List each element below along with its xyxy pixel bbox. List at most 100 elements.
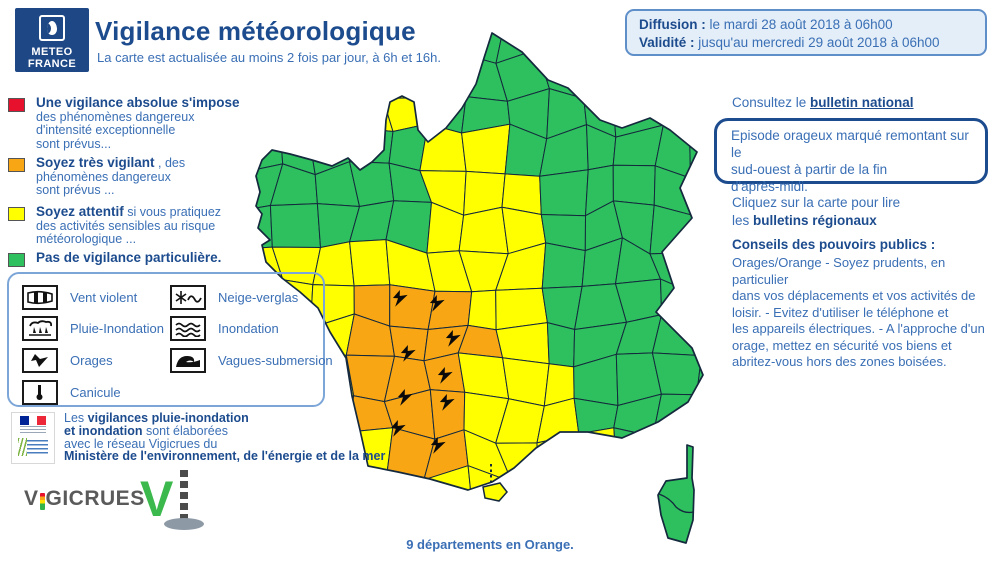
public-advice-body: Orages/Orange - Soyez prudents, en parti… <box>732 255 985 369</box>
department-cell[interactable] <box>539 169 589 217</box>
yellow-level-chip <box>8 207 25 221</box>
marianne-icon <box>18 438 48 456</box>
department-cell[interactable] <box>689 478 736 518</box>
department-cell[interactable] <box>457 352 510 400</box>
department-cell[interactable] <box>613 427 654 480</box>
vigicrues-note: Les vigilances pluie-inondation et inond… <box>64 411 386 464</box>
consult-line: Consultez le bulletin national <box>732 95 914 110</box>
validity-line: Validité : jusqu'au mercredi 29 août 201… <box>639 35 940 50</box>
department-cell[interactable] <box>306 88 351 128</box>
map-caption: 9 départements en Orange. <box>406 537 574 552</box>
gauge-stick-icon <box>180 470 188 520</box>
waves-icon <box>170 316 206 341</box>
department-cell[interactable] <box>574 473 618 510</box>
lightning-icon <box>445 329 461 347</box>
wave-submersion-icon <box>170 348 206 373</box>
france-outline <box>255 32 704 491</box>
department-cell[interactable] <box>505 471 539 519</box>
department-cell[interactable] <box>427 290 473 330</box>
department-cell[interactable] <box>467 289 497 331</box>
department-cell[interactable] <box>689 394 733 442</box>
bulletin-national-link[interactable]: bulletin national <box>810 95 914 110</box>
department-cell[interactable] <box>610 478 661 510</box>
legend-item-vagues-submersion: Vagues-submersion <box>170 348 333 373</box>
department-cell[interactable] <box>686 54 732 96</box>
department-cell[interactable] <box>385 479 437 512</box>
storm-bolt-icons <box>390 289 461 454</box>
legend-level-green: Pas de vigilance particulière. <box>8 251 308 267</box>
rain-flood-icon <box>22 316 58 341</box>
vigicrues-v-logo[interactable]: V <box>140 468 204 534</box>
corsica <box>657 444 695 544</box>
lightning-icon <box>437 366 453 384</box>
department-cell[interactable] <box>687 317 735 359</box>
diffusion-line: Diffusion : le mardi 28 août 2018 à 06h0… <box>639 17 893 32</box>
legend-item-vent-violent: Vent violent <box>22 285 137 310</box>
department-cell[interactable] <box>534 471 580 506</box>
department-cell[interactable] <box>349 126 394 164</box>
department-cell[interactable] <box>268 476 322 516</box>
department-cell[interactable] <box>536 18 584 60</box>
department-cell[interactable] <box>687 282 726 321</box>
legend-item-neige-verglas: Neige-verglas <box>170 285 298 310</box>
department-cell[interactable] <box>581 54 622 101</box>
meteo-france-icon <box>39 15 65 41</box>
department-cell[interactable] <box>458 206 509 255</box>
lightning-icon <box>22 348 58 373</box>
lightning-icon <box>400 344 416 362</box>
thermometer-icon <box>22 380 58 405</box>
meteo-france-logo[interactable]: METEO FRANCE <box>15 8 89 72</box>
department-cell[interactable] <box>648 436 693 481</box>
windsock-icon <box>22 285 58 310</box>
department-cell[interactable] <box>461 123 511 175</box>
legend-item-pluie-inondation: Pluie-Inondation <box>22 316 164 341</box>
ministry-logo <box>11 412 55 464</box>
department-cell[interactable] <box>349 239 391 287</box>
red-level-chip <box>8 98 25 112</box>
department-cell[interactable] <box>648 52 692 102</box>
department-cell[interactable] <box>356 473 396 518</box>
department-cell[interactable] <box>651 314 702 357</box>
andorra[interactable] <box>482 482 508 502</box>
department-cell[interactable] <box>661 94 692 127</box>
department-cell[interactable] <box>649 204 701 255</box>
lightning-icon <box>397 388 413 406</box>
department-cell[interactable] <box>689 433 736 481</box>
gauge-icon <box>39 493 45 510</box>
department-cell[interactable] <box>612 52 663 102</box>
department-cell[interactable] <box>317 473 361 518</box>
legend-level-red: Une vigilance absolue s'impose des phéno… <box>8 96 308 151</box>
lightning-icon <box>439 393 455 411</box>
click-map-hint: Cliquez sur la carte pour lire les bulle… <box>732 195 901 228</box>
department-cell[interactable] <box>696 355 736 406</box>
legend-item-canicule: Canicule <box>22 380 121 405</box>
department-cell[interactable] <box>541 242 586 289</box>
vigicrues-logo[interactable]: V GICRUES <box>24 487 145 510</box>
meteo-france-wordmark: METEO FRANCE <box>27 46 77 70</box>
gauge-base-icon <box>164 518 204 530</box>
department-cell[interactable] <box>651 352 702 396</box>
legend-item-orages: Orages <box>22 348 113 373</box>
department-cell[interactable] <box>389 284 436 330</box>
legend-level-yellow: Soyez attentif si vous pratiquez des act… <box>8 205 308 247</box>
department-cell[interactable] <box>690 199 738 253</box>
lightning-icon <box>392 289 408 307</box>
department-cell[interactable] <box>231 478 281 518</box>
phenomena-legend-box <box>7 272 325 407</box>
department-cell[interactable] <box>581 14 622 60</box>
green-level-chip <box>8 253 25 267</box>
department-cell[interactable] <box>688 249 733 292</box>
department-cell[interactable] <box>612 164 656 206</box>
lightning-icon <box>430 436 446 454</box>
public-advice-title: Conseils des pouvoirs publics : <box>732 237 936 252</box>
lightning-icon <box>429 294 445 312</box>
department-cell[interactable] <box>239 60 276 102</box>
department-cell[interactable] <box>546 322 576 368</box>
legend-item-inondation: Inondation <box>170 316 279 341</box>
snowflake-icon <box>170 285 206 310</box>
page-subtitle: La carte est actualisée au moins 2 fois … <box>97 50 441 65</box>
episode-summary-box: Episode orageux marqué remontant sur le … <box>714 118 988 194</box>
department-cell[interactable] <box>660 278 690 319</box>
